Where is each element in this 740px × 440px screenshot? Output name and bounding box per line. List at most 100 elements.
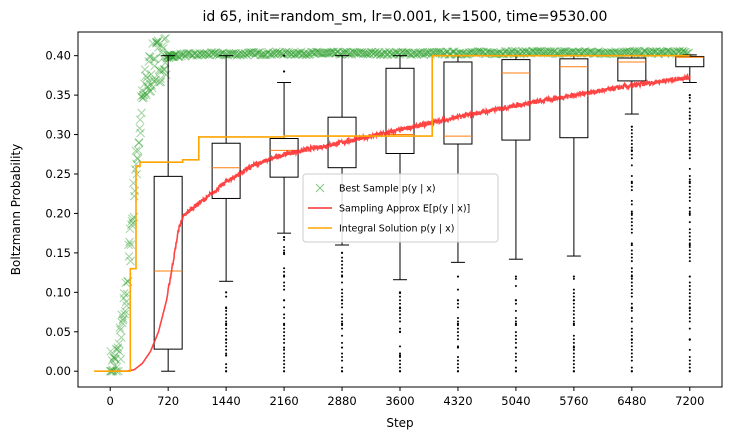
best-sample-point [315,48,325,58]
boxplot-flier [283,238,286,241]
legend-label: Sampling Approx E[p(y | x)] [339,204,470,215]
boxplot-flier [688,128,691,131]
boxplot-flier [630,274,633,277]
x-tick-label: 7200 [675,394,704,408]
best-sample-point [119,293,129,303]
best-sample-point [668,47,678,57]
best-sample-point [450,47,459,56]
boxplot-flier [399,363,401,366]
y-tick-label: 0.35 [45,88,71,102]
best-sample-point [375,50,385,60]
best-sample-point [540,47,549,57]
boxplot-flier [630,345,633,348]
boxplot-flier [514,359,517,362]
boxplot-flier [688,281,691,284]
best-sample-point [414,48,423,58]
best-sample-point [121,297,131,307]
best-sample-point [279,49,289,59]
boxplot-flier [283,245,286,248]
boxplot-flier [572,363,575,366]
series-integral-solution [94,54,690,372]
best-sample-point [162,52,172,62]
best-sample-point [158,44,168,53]
y-axis-label: Boltzmann Probability [9,144,23,275]
best-sample-point [114,339,124,348]
boxplot-flier [688,363,691,366]
best-sample-point [342,48,352,57]
boxplot-flier [456,320,459,323]
best-sample-point [358,49,368,59]
best-sample-point [110,354,120,363]
best-sample-point [321,48,331,58]
best-sample-point [384,47,394,57]
boxplot-flier [688,285,691,288]
boxplot-flier [688,214,691,217]
best-sample-point [268,48,278,58]
boxplot-flier [283,270,286,273]
best-sample-point [479,47,489,57]
boxplot-flier [572,316,575,319]
boxplot-flier [456,288,459,291]
boxplot-flier [399,327,401,330]
best-sample-point [630,46,640,56]
best-sample-point [530,47,539,57]
boxplot-flier [341,366,344,369]
x-tick-label: 1440 [211,394,240,408]
best-sample-point [435,47,445,57]
boxplot [675,54,705,373]
best-sample-point [151,75,160,85]
boxplot-flier [630,270,633,273]
x-tick-label: 5040 [501,394,530,408]
best-sample-point [621,47,631,57]
best-sample-point [411,49,421,59]
boxplot [211,55,241,373]
best-sample-point [632,46,642,56]
best-sample-point [675,46,685,56]
best-sample-point [109,353,118,363]
best-sample-point [639,47,649,56]
boxplot-flier [630,316,633,319]
best-sample-point [200,50,210,60]
boxplot-flier [630,359,633,362]
boxplot-flier [688,150,691,153]
best-sample-point [427,47,437,57]
best-sample-point [132,153,142,163]
best-sample-point [247,48,256,57]
boxplot-flier [630,153,633,156]
best-sample-point [322,48,332,57]
boxplot-flier [688,221,691,224]
boxplot-flier [630,125,633,128]
best-sample-point [177,51,187,61]
boxplot-flier [341,324,344,327]
best-sample-point [463,49,473,59]
boxplot-flier [688,96,691,99]
boxplot-flier [456,338,459,341]
boxplot-flier [630,267,633,270]
best-sample-point [489,49,499,59]
best-sample-point [314,48,324,58]
boxplot-flier [456,299,460,302]
boxplot-flier [688,249,691,252]
boxplot-flier [399,313,401,316]
best-sample-point [408,48,418,58]
boxplot-flier [688,206,691,209]
best-sample-point [568,47,578,57]
best-sample-point [542,47,552,56]
boxplot-flier [572,359,575,362]
boxplot-flier [456,302,459,305]
best-sample-point [180,51,190,61]
best-sample-point [385,48,395,58]
best-sample-point [409,49,419,59]
boxplot-flier [572,288,575,291]
best-sample-point [154,42,163,52]
best-sample-point [297,50,307,59]
best-sample-point [138,93,147,103]
boxplot-flier [688,338,691,341]
best-sample-point [128,214,137,224]
best-sample-point [232,51,242,60]
boxplot-flier [399,352,401,355]
best-sample-point [131,146,141,156]
best-sample-point [152,38,162,47]
boxplot-flier [225,338,228,341]
